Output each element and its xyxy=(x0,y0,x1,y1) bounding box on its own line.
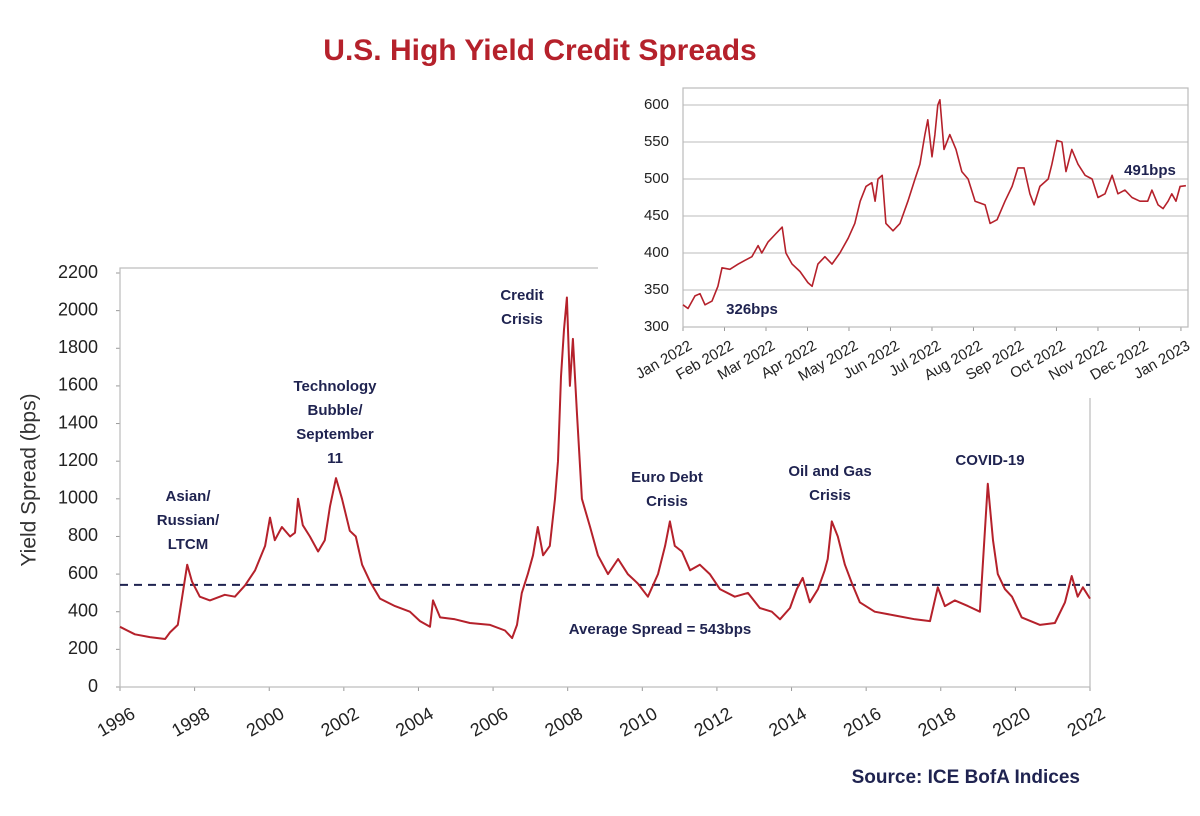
source: Source: ICE BofA Indices xyxy=(852,767,1080,788)
annotation: Crisis xyxy=(646,493,688,510)
y-tick-label: 450 xyxy=(644,207,669,224)
y-tick-label: 200 xyxy=(68,638,98,658)
annotation: Euro Debt xyxy=(631,469,703,486)
annotation: COVID-19 xyxy=(955,452,1024,469)
y-tick-label: 1600 xyxy=(58,375,98,395)
y-tick-label: 400 xyxy=(68,600,98,620)
series-line xyxy=(119,296,1091,640)
plot-frame xyxy=(682,87,1189,328)
y-tick-label: 2000 xyxy=(58,299,98,319)
annotation: Bubble/ xyxy=(308,402,364,419)
y-tick-label: 800 xyxy=(68,525,98,545)
y-tick-label: 1000 xyxy=(58,488,98,508)
annotation: September xyxy=(296,426,374,443)
y-tick-label: 0 xyxy=(88,676,98,696)
annotation: Technology xyxy=(293,378,377,395)
y-tick-label: 1800 xyxy=(58,337,98,357)
y-tick-label: 350 xyxy=(644,281,669,298)
y-tick-label: 1200 xyxy=(58,450,98,470)
annotation: LTCM xyxy=(168,536,209,553)
annotation: Credit xyxy=(500,287,543,304)
annotation: Asian/ xyxy=(165,488,211,505)
annotation: 326bps xyxy=(726,301,778,318)
annotation: Crisis xyxy=(809,487,851,504)
average-label: Average Spread = 543bps xyxy=(569,621,751,638)
y-tick-label: 2200 xyxy=(58,262,98,282)
annotation: Crisis xyxy=(501,311,543,328)
annotation: 491bps xyxy=(1124,162,1176,179)
y-tick-label: 600 xyxy=(68,563,98,583)
y-tick-label: 1400 xyxy=(58,412,98,432)
y-tick-label: 300 xyxy=(644,318,669,335)
annotation: 11 xyxy=(327,450,343,467)
chart-title: U.S. High Yield Credit Spreads xyxy=(323,34,756,67)
y-tick-label: 600 xyxy=(644,96,669,113)
annotation: Oil and Gas xyxy=(788,463,871,480)
annotation: Russian/ xyxy=(157,512,220,529)
y-tick-label: 400 xyxy=(644,244,669,261)
y-tick-label: 550 xyxy=(644,133,669,150)
series-line xyxy=(682,99,1186,310)
y-tick-label: 500 xyxy=(644,170,669,187)
y-axis-label: Yield Spread (bps) xyxy=(18,393,41,566)
inset-background xyxy=(598,80,1200,398)
